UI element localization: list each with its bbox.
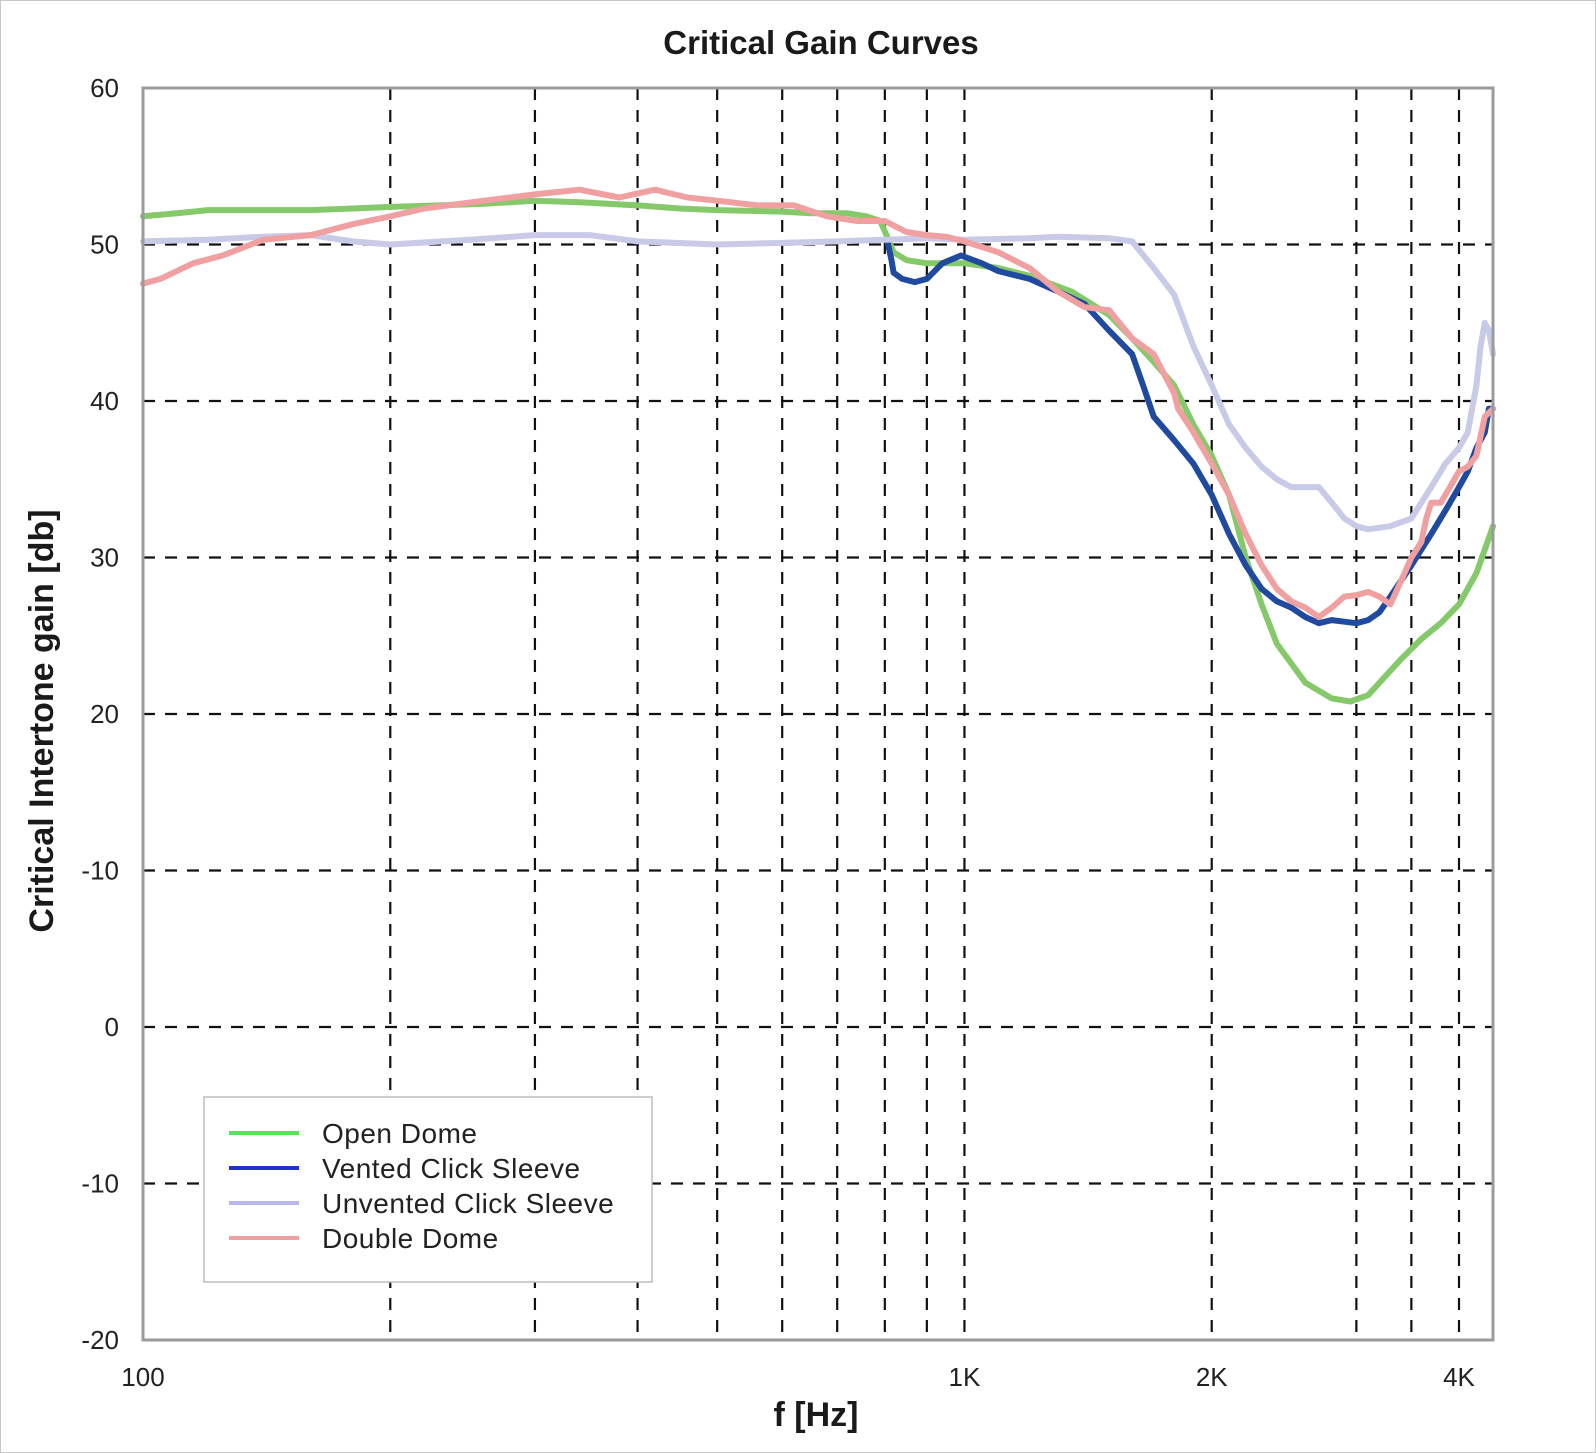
chart-title: Critical Gain Curves (663, 24, 978, 61)
y-tick-label: -10 (81, 856, 119, 886)
x-tick-label: 2K (1196, 1362, 1228, 1392)
series-lines (140, 186, 1496, 705)
plot-frame (141, 86, 1495, 1342)
gridlines (143, 88, 1493, 1340)
y-tick-label: -20 (81, 1325, 119, 1355)
x-axis-label: f [Hz] (774, 1396, 859, 1434)
y-tick-label: 40 (90, 386, 119, 416)
legend: Open Dome Vented Click Sleeve Unvented Cli… (203, 1096, 653, 1283)
series-line-open-dome (140, 197, 1496, 705)
y-tick-label: 0 (105, 1012, 119, 1042)
legend-box (203, 1096, 653, 1283)
legend-label-unvented-click-sleeve: Unvented Click Sleeve (322, 1188, 614, 1219)
y-tick-label: -10 (81, 1169, 119, 1199)
series-line-double-dome (140, 186, 1496, 620)
y-tick-label: 60 (90, 73, 119, 103)
y-tick-label: 20 (90, 699, 119, 729)
y-tick-label: 30 (90, 543, 119, 573)
x-tick-label: 1K (949, 1362, 981, 1392)
y-tick-label: 50 (90, 230, 119, 260)
legend-label-double-dome: Double Dome (322, 1223, 499, 1254)
x-tick-label: 4K (1443, 1362, 1475, 1392)
series-line-unvented-click-sleeve (140, 232, 1496, 533)
legend-label-open-dome: Open Dome (322, 1118, 477, 1149)
legend-label-vented-click-sleeve: Vented Click Sleeve (322, 1153, 581, 1184)
y-axis-label: Critical Intertone gain [db] (23, 509, 61, 932)
series-line-vented-click-sleeve (884, 236, 1496, 627)
x-tick-label: 100 (121, 1362, 164, 1392)
